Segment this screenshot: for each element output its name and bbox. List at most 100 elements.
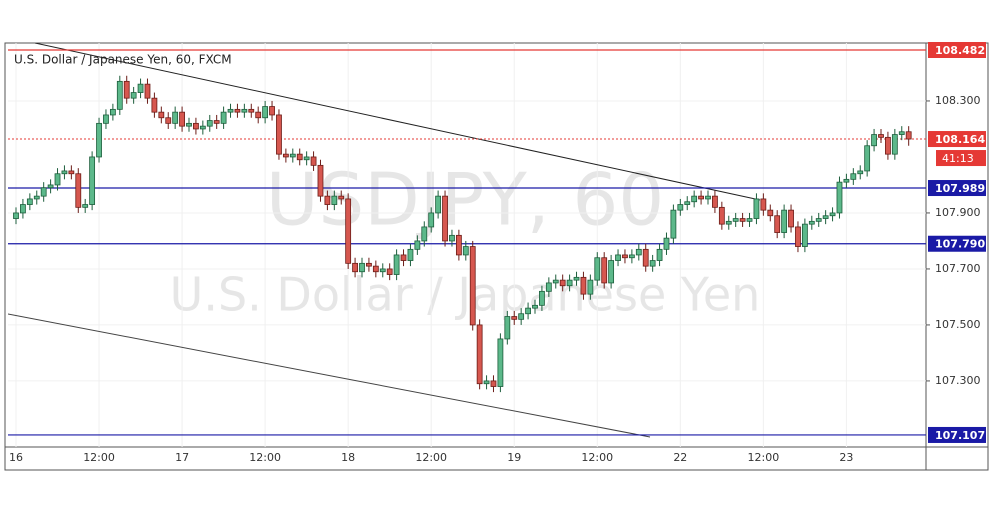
candle-body [566, 279, 573, 287]
candle-body [490, 380, 497, 387]
candle-body [137, 83, 144, 93]
candle-body [165, 117, 172, 124]
candle-body [580, 276, 587, 295]
candle-body [836, 181, 843, 214]
candle-body [601, 257, 608, 284]
candle-body [109, 108, 116, 116]
candle-body [262, 106, 269, 119]
candle-body [539, 290, 545, 306]
trend-line [34, 43, 761, 201]
candle-body [725, 220, 732, 225]
candle-body [864, 145, 871, 172]
candle-body [172, 111, 179, 124]
candle-body [379, 268, 386, 273]
candle-body [421, 226, 428, 242]
candle-body [698, 195, 704, 200]
candle-body [234, 108, 241, 113]
candle-body [372, 265, 379, 273]
candle-body [774, 215, 781, 233]
candle-body [227, 108, 234, 113]
candle-body [442, 195, 448, 242]
candle-body [428, 212, 435, 228]
candle-body [857, 170, 864, 175]
level-label: 108.164 [935, 133, 985, 146]
candle-body [103, 114, 109, 124]
candle-body [54, 173, 61, 186]
candle-body [400, 254, 407, 261]
chart-title: U.S. Dollar / Japanese Yen, 60, FXCM [14, 53, 232, 67]
candle-body [193, 122, 199, 130]
level-tag [928, 426, 986, 443]
candle-body [642, 248, 649, 267]
candle-body [504, 316, 511, 340]
candle-body [352, 262, 358, 273]
candle-body [179, 111, 185, 127]
candle-body [324, 195, 331, 205]
candle-body [705, 195, 711, 200]
candle-body [615, 254, 621, 261]
candle-body [241, 108, 248, 113]
candle-body [649, 260, 656, 267]
candle-body [788, 209, 794, 228]
candle-body [573, 276, 580, 281]
candle-body [75, 173, 82, 208]
candle-body [885, 136, 891, 155]
candle-body [144, 83, 151, 99]
candle-body [808, 220, 815, 225]
candle-body [199, 125, 206, 130]
y-tick-label: 107.500 [935, 318, 981, 331]
candle-body [898, 131, 905, 135]
candle-body [26, 198, 33, 205]
candle-body [331, 195, 338, 205]
candle-body [559, 279, 566, 287]
candle-body [213, 120, 220, 124]
candle-body [781, 209, 788, 233]
candle-body [338, 195, 345, 200]
candle-body [635, 248, 642, 256]
candle-body [469, 246, 476, 326]
watermark: U.S. Dollar / Japanese Yen [170, 268, 761, 322]
countdown-tag [936, 150, 986, 167]
candle-body [822, 215, 829, 219]
candle-body [677, 204, 684, 211]
x-tick-label: 12:00 [83, 451, 115, 464]
x-tick-label: 18 [341, 451, 355, 464]
candle-body [96, 122, 102, 158]
candle-body [712, 195, 718, 208]
level-tag [928, 131, 986, 148]
candle-body [296, 153, 303, 161]
candle-body [89, 156, 96, 205]
candle-body [511, 316, 518, 320]
candle-body [116, 80, 123, 110]
level-tag [928, 180, 986, 197]
x-tick-label: 12:00 [581, 451, 613, 464]
candle-body [82, 204, 89, 208]
candle-body [525, 307, 531, 315]
candle-body [462, 246, 469, 256]
candle-body [255, 111, 262, 119]
x-tick-label: 12:00 [415, 451, 447, 464]
candle-body [532, 304, 538, 309]
candle-body [40, 187, 47, 197]
candle-body [151, 97, 158, 113]
candle-body [303, 156, 310, 161]
candle-body [518, 313, 525, 320]
x-tick-label: 22 [673, 451, 687, 464]
candle-body [455, 234, 462, 256]
candle-body [608, 260, 615, 284]
level-label: 107.107 [935, 429, 985, 442]
candle-body [691, 195, 698, 203]
candle-body [359, 262, 365, 273]
candle-body [317, 164, 324, 197]
countdown: 41:13 [942, 152, 974, 165]
candle-body [739, 218, 746, 222]
candle-body [33, 195, 40, 200]
level-label: 108.482 [935, 44, 985, 57]
level-tag [928, 41, 986, 58]
candle-body [269, 106, 275, 116]
candle-body [68, 170, 75, 175]
candle-body [206, 120, 213, 127]
candle-body [407, 248, 414, 261]
candle-body [829, 212, 836, 217]
candle-body [871, 134, 877, 147]
